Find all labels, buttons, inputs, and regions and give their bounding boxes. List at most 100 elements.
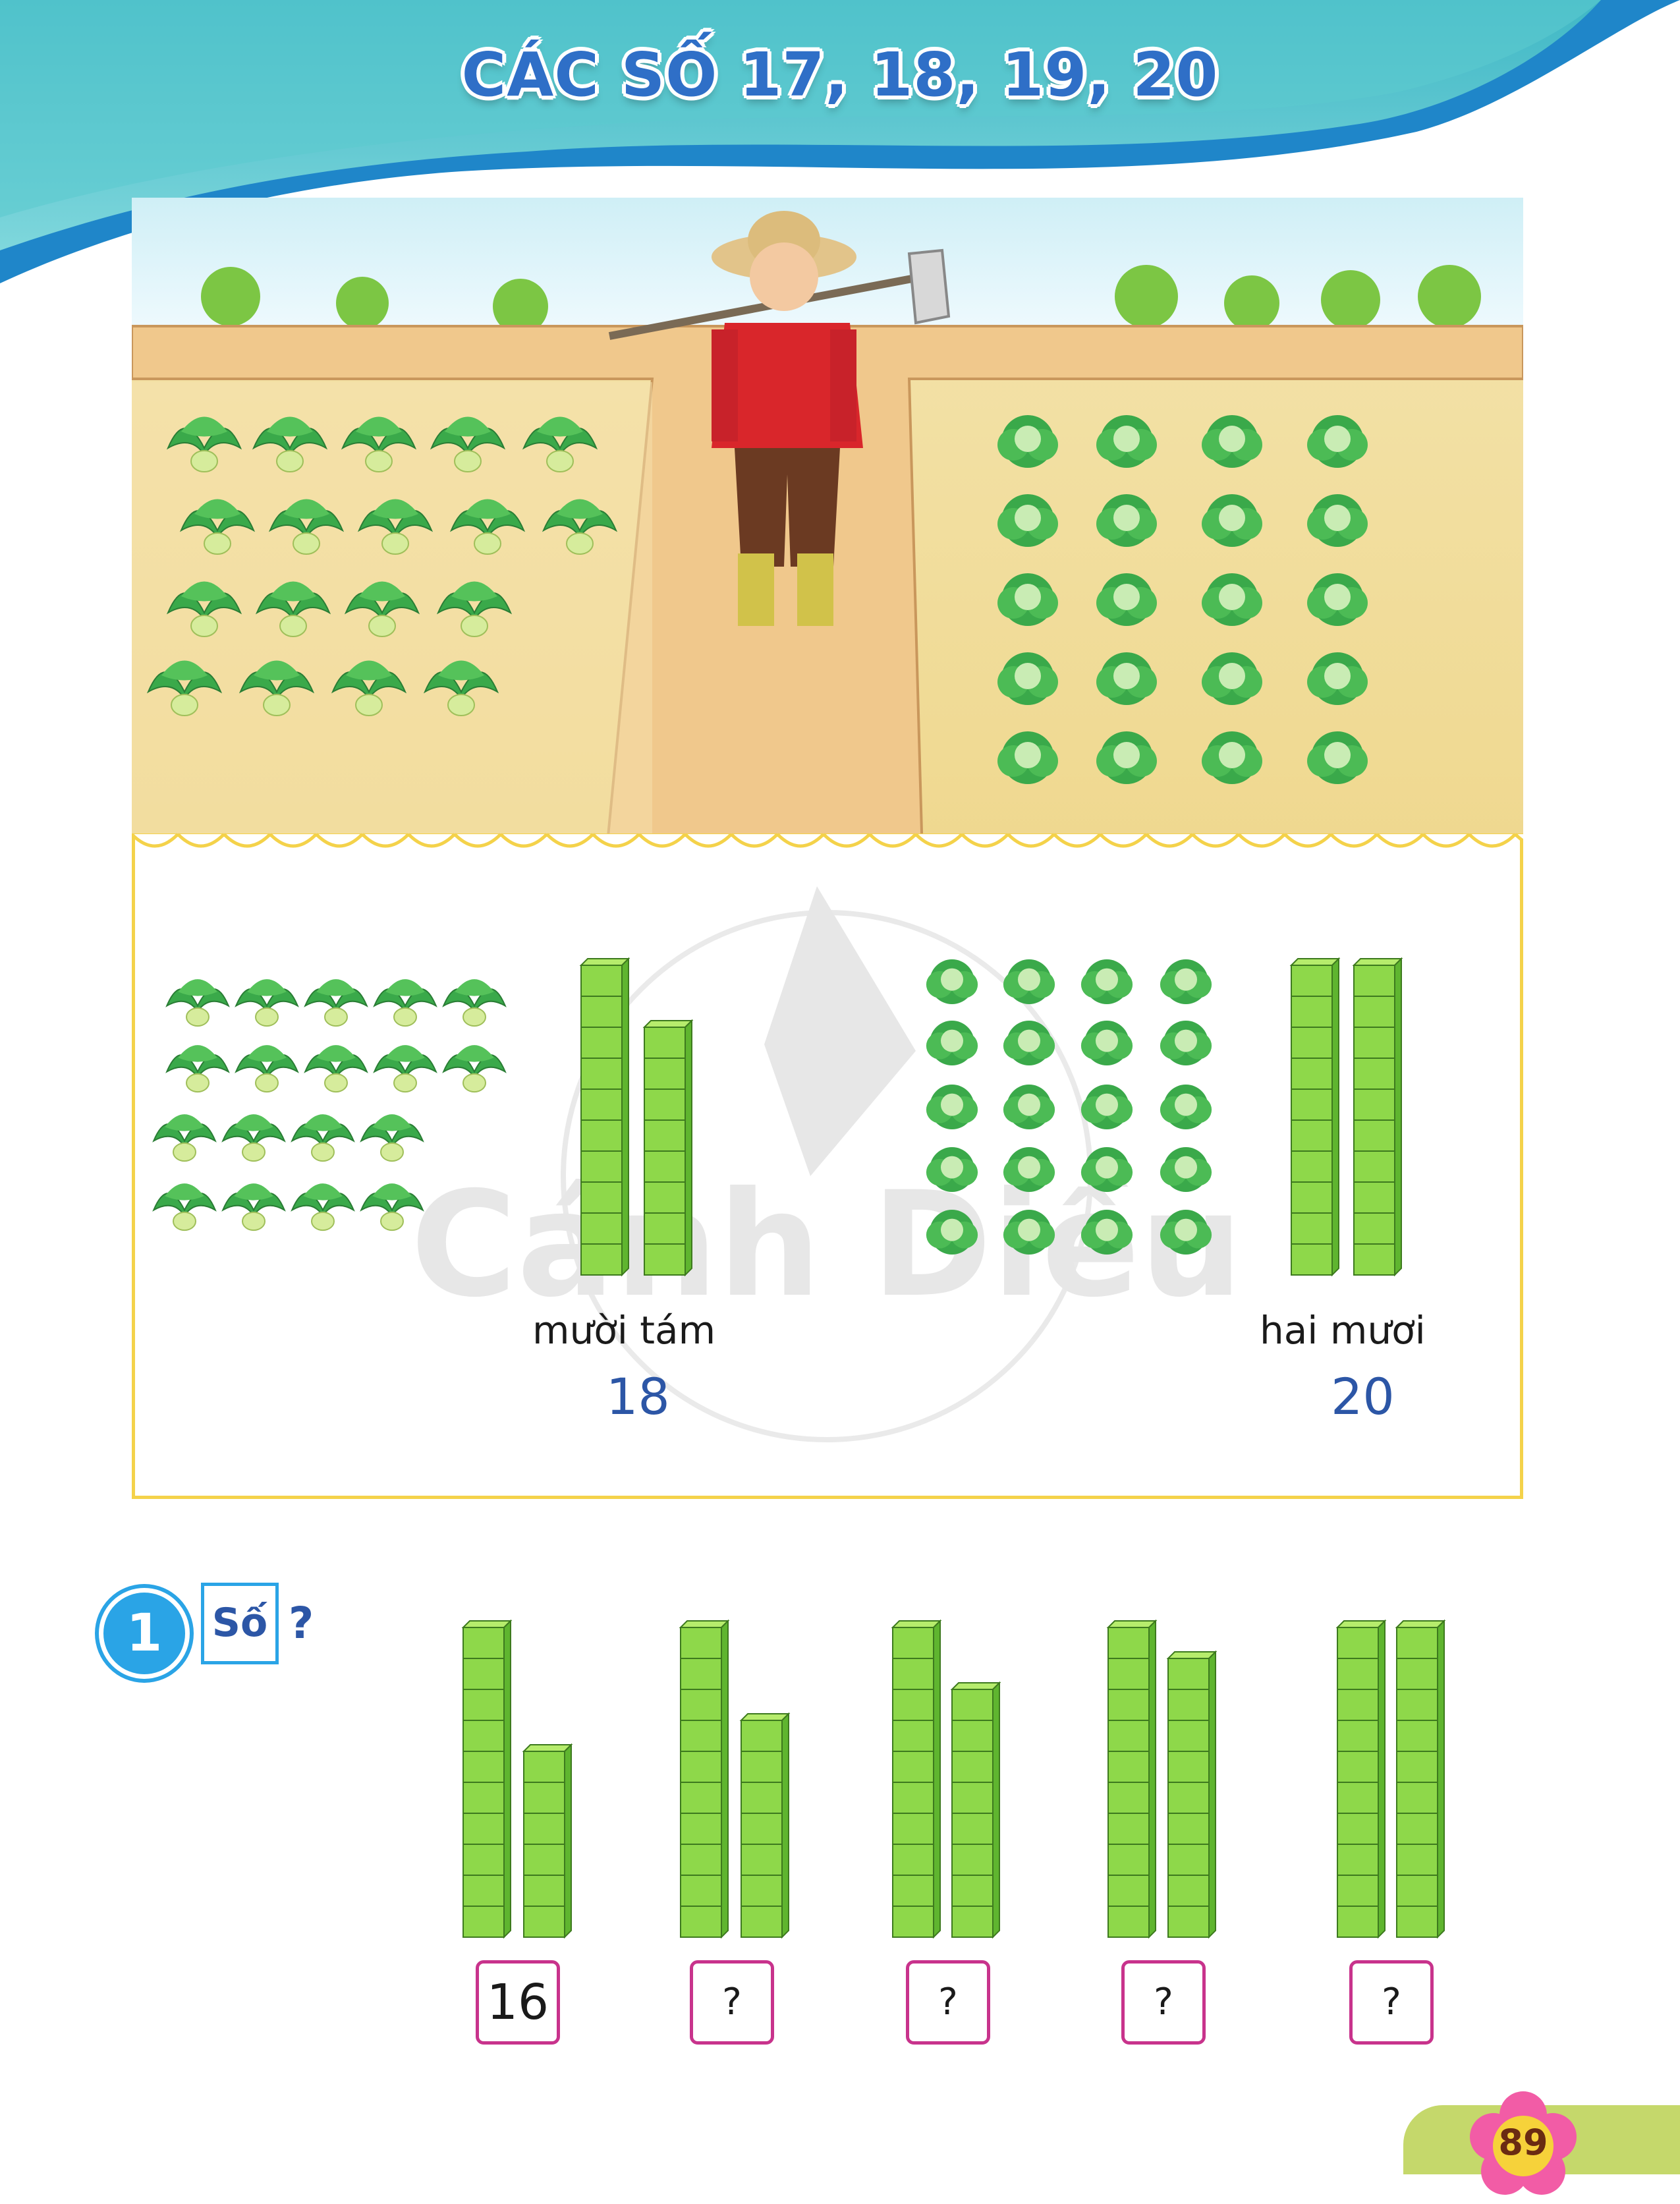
unit-cube — [1107, 1751, 1150, 1783]
unit-cube — [951, 1844, 994, 1876]
unit-cube — [523, 1751, 565, 1783]
answer-box-5[interactable]: ? — [1349, 1960, 1434, 2045]
unit-cube — [892, 1844, 934, 1876]
cube-rod — [1289, 957, 1341, 1277]
kohlrabi-icon — [449, 499, 526, 555]
unit-cube — [1396, 1720, 1438, 1752]
unit-cube — [1396, 1658, 1438, 1690]
farmer-figure — [608, 211, 951, 626]
unit-cube — [1396, 1844, 1438, 1876]
cabbage-icon — [1160, 1210, 1212, 1255]
unit-cube — [1337, 1658, 1379, 1690]
kohlrabi-icon — [238, 660, 315, 716]
kohlrabi-icon — [235, 979, 299, 1027]
cube-rod — [579, 957, 630, 1277]
unit-cube — [523, 1782, 565, 1814]
unit-cube — [680, 1844, 722, 1876]
unit-cube — [1167, 1782, 1210, 1814]
unit-cube — [580, 1058, 623, 1090]
cabbage-icon — [1202, 415, 1262, 468]
unit-cube — [1291, 1119, 1333, 1152]
unit-cube — [951, 1782, 994, 1814]
unit-cube — [523, 1906, 565, 1938]
unit-cube — [462, 1813, 505, 1845]
cabbage-icon — [926, 1210, 978, 1255]
cabbage-icon — [1202, 573, 1262, 626]
unit-cube — [580, 1119, 623, 1152]
unit-cube — [1396, 1689, 1438, 1721]
kohlrabi-icon — [442, 1045, 507, 1093]
label-number-18: 18 — [606, 1367, 670, 1426]
scallop-edge — [132, 833, 1523, 848]
unit-cube — [892, 1720, 934, 1752]
unit-cube — [1337, 1906, 1379, 1938]
kohlrabi-icon — [430, 416, 506, 472]
kohlrabi-icon — [166, 416, 242, 472]
kohlrabi-icon — [165, 979, 230, 1027]
unit-cube — [580, 1243, 623, 1276]
label-words-20: hai mươi — [1260, 1308, 1426, 1353]
answer-box-2[interactable]: ? — [690, 1960, 774, 2045]
unit-cube — [1107, 1844, 1150, 1876]
unit-cube — [462, 1844, 505, 1876]
kohlrabi-icon — [146, 660, 223, 716]
unit-cube — [1353, 1058, 1395, 1090]
unit-cube — [680, 1906, 722, 1938]
kohlrabi-icon — [165, 1045, 230, 1093]
cube-rod — [739, 1712, 791, 1939]
cabbage-icon — [997, 573, 1058, 626]
unit-cube — [892, 1751, 934, 1783]
unit-cube — [580, 1212, 623, 1245]
unit-cube — [680, 1689, 722, 1721]
unit-cube — [951, 1751, 994, 1783]
unit-cube — [951, 1689, 994, 1721]
answer-box-4[interactable]: ? — [1121, 1960, 1206, 2045]
answer-box-1: 16 — [476, 1960, 560, 2045]
cabbage-icon — [1096, 731, 1157, 784]
unit-cube — [1107, 1720, 1150, 1752]
farm-scene-illustration — [132, 198, 1523, 857]
unit-cube — [741, 1782, 783, 1814]
unit-cube — [644, 1181, 686, 1214]
unit-cube — [680, 1720, 722, 1752]
unit-cube — [741, 1844, 783, 1876]
cabbage-group — [926, 959, 1212, 1255]
cabbage-icon — [1160, 959, 1212, 1004]
page-number: 89 — [1498, 2122, 1548, 2163]
unit-cube — [1337, 1875, 1379, 1907]
cube-rod — [891, 1619, 942, 1939]
cabbage-icon — [926, 1147, 978, 1192]
kohlrabi-icon — [442, 979, 507, 1027]
cabbage-icon — [1003, 959, 1055, 1004]
unit-cube — [680, 1782, 722, 1814]
panel-illustration: Cánh Diều — [152, 886, 1403, 1442]
unit-cube — [1396, 1906, 1438, 1938]
unit-cube — [680, 1813, 722, 1845]
cabbage-icon — [1080, 1085, 1133, 1129]
unit-cube — [741, 1751, 783, 1783]
answer-box-3[interactable]: ? — [906, 1960, 990, 2045]
unit-cube — [680, 1658, 722, 1690]
unit-cube — [892, 1658, 934, 1690]
cube-rod — [461, 1619, 513, 1939]
unit-cube — [1167, 1658, 1210, 1690]
unit-cube — [644, 1119, 686, 1152]
cabbage-icon — [926, 959, 978, 1004]
cabbage-icon — [1003, 1210, 1055, 1255]
unit-cube — [1167, 1751, 1210, 1783]
cube-rod — [1395, 1619, 1446, 1939]
unit-cube — [1353, 1119, 1395, 1152]
unit-cube — [1337, 1844, 1379, 1876]
cube-rod — [679, 1619, 730, 1939]
unit-cube — [1167, 1875, 1210, 1907]
unit-cube — [1107, 1782, 1150, 1814]
unit-cube — [523, 1844, 565, 1876]
unit-cube — [644, 1243, 686, 1276]
cabbage-icon — [1202, 731, 1262, 784]
unit-cube — [892, 1906, 934, 1938]
unit-cube — [1167, 1844, 1210, 1876]
unit-cube — [1107, 1813, 1150, 1845]
kohlrabi-icon — [423, 660, 499, 716]
unit-cube — [1353, 1212, 1395, 1245]
cabbage-icon — [1080, 1147, 1133, 1192]
